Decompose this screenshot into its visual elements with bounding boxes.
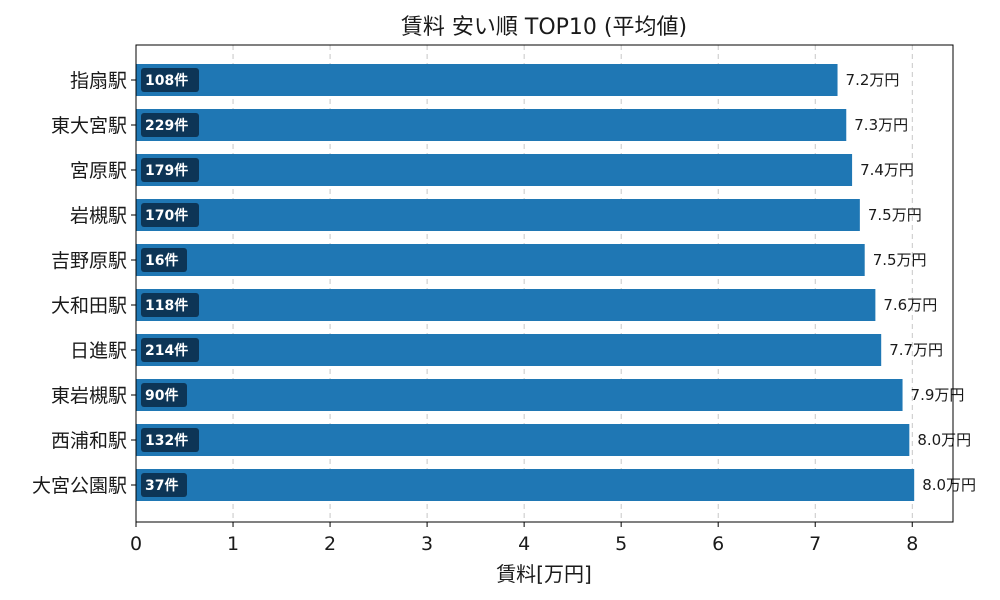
bars (136, 64, 915, 501)
category-label: 東大宮駅 (51, 115, 127, 137)
x-tick-label: 6 (712, 533, 724, 555)
value-label: 7.2万円 (846, 71, 900, 89)
value-label: 7.6万円 (883, 296, 937, 314)
count-badge (141, 383, 187, 407)
x-tick-label: 2 (324, 533, 336, 555)
category-label: 指扇駅 (70, 70, 127, 92)
value-label: 7.5万円 (868, 206, 922, 224)
category-label: 岩槻駅 (70, 205, 127, 227)
plot-frame (135, 44, 954, 523)
value-label: 7.4万円 (860, 161, 914, 179)
bar (136, 244, 865, 276)
bar (136, 334, 882, 366)
bar (136, 424, 910, 456)
count-badge (141, 473, 187, 497)
count-badge (141, 428, 199, 452)
x-tick-label: 8 (906, 533, 918, 555)
count-label: 118件 (145, 297, 188, 314)
bar (136, 109, 847, 141)
count-label: 229件 (145, 117, 188, 134)
value-label: 7.5万円 (873, 251, 927, 269)
value-label: 8.0万円 (922, 476, 976, 494)
count-label: 170件 (145, 207, 188, 224)
count-label: 214件 (145, 342, 188, 359)
bar (136, 199, 860, 231)
x-tick-label: 1 (227, 533, 239, 555)
count-label: 132件 (145, 432, 188, 449)
x-axis-label: 賃料[万円] (496, 562, 592, 586)
category-label: 東岩槻駅 (51, 385, 127, 407)
x-axis-ticks: 0 1 2 3 4 5 6 7 8 (130, 79, 918, 555)
bar (136, 289, 876, 321)
count-badge (141, 293, 199, 317)
count-label: 179件 (145, 162, 188, 179)
bar (136, 64, 838, 96)
x-tick-label: 5 (615, 533, 627, 555)
count-badge (141, 158, 199, 182)
count-badge (141, 203, 199, 227)
x-tick-label: 4 (518, 533, 530, 555)
value-label: 8.0万円 (917, 431, 971, 449)
category-label: 大宮公園駅 (32, 475, 127, 497)
count-label: 16件 (145, 252, 178, 269)
category-label: 西浦和駅 (51, 430, 127, 452)
x-tick-label: 0 (130, 533, 142, 555)
x-tick-label: 7 (809, 533, 821, 555)
category-label: 吉野原駅 (51, 250, 127, 272)
value-label: 7.7万円 (889, 341, 943, 359)
value-label: 7.9万円 (911, 386, 965, 404)
category-label: 宮原駅 (70, 160, 127, 182)
count-badge (141, 68, 199, 92)
category-label: 大和田駅 (51, 295, 127, 317)
bar (136, 379, 903, 411)
bar (136, 469, 915, 501)
count-label: 37件 (145, 477, 178, 494)
count-badge (141, 338, 199, 362)
count-badge (141, 113, 199, 137)
bar (136, 154, 853, 186)
count-label: 90件 (145, 387, 178, 404)
count-badge (141, 248, 187, 272)
value-label: 7.3万円 (854, 116, 908, 134)
x-tick-label: 3 (421, 533, 433, 555)
category-label: 日進駅 (70, 340, 127, 362)
chart-title: 賃料 安い順 TOP10 (平均値) (401, 15, 687, 40)
count-label: 108件 (145, 72, 188, 89)
